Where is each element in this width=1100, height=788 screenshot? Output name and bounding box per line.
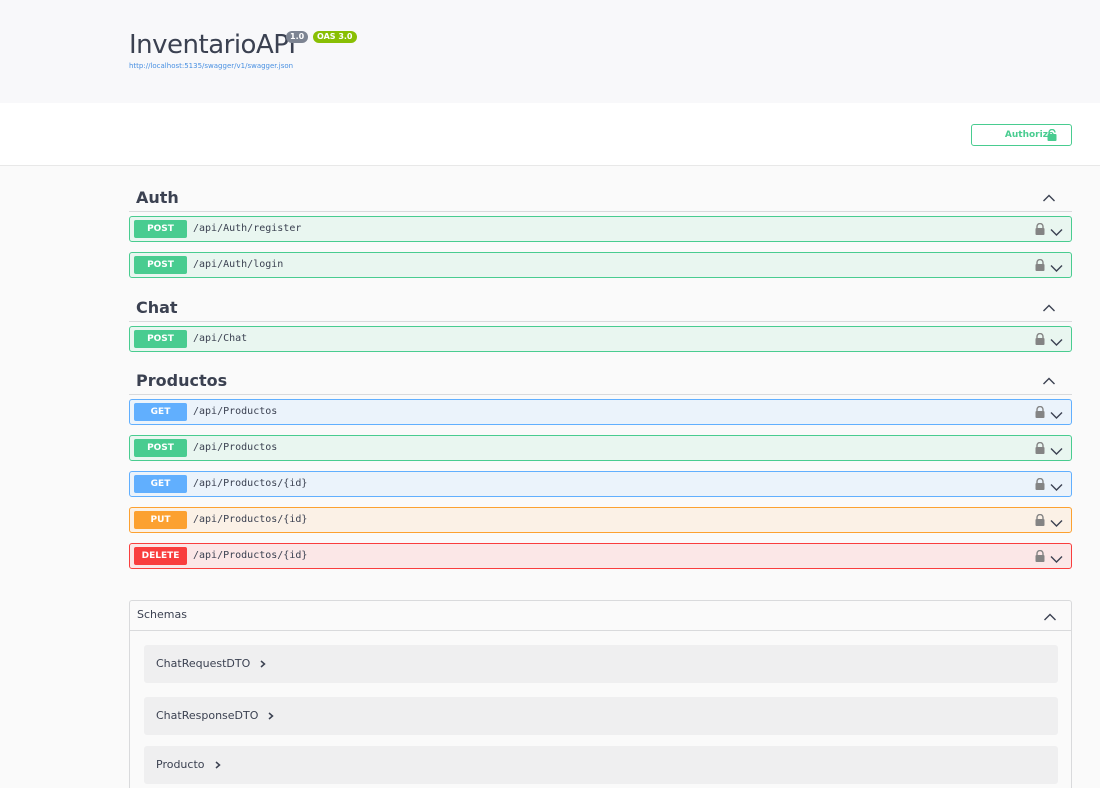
lock-icon[interactable] bbox=[1035, 477, 1045, 495]
chevron-up-icon[interactable] bbox=[1042, 373, 1056, 387]
model-name: ChatRequestDTO bbox=[156, 657, 266, 671]
chevron-up-icon[interactable] bbox=[1042, 190, 1056, 204]
schemas-section: Schemas ChatRequestDTO ChatResponseDTO P… bbox=[129, 600, 1072, 788]
operation-post-auth-register[interactable]: POST /api/Auth/register bbox=[129, 216, 1072, 242]
operation-get-producto-by-id[interactable]: GET /api/Productos/{id} bbox=[129, 471, 1072, 497]
api-title: InventarioAPI bbox=[129, 30, 296, 60]
lock-icon[interactable] bbox=[1035, 405, 1045, 423]
lock-icon[interactable] bbox=[1035, 332, 1045, 350]
operation-post-chat[interactable]: POST /api/Chat bbox=[129, 326, 1072, 352]
chevron-down-icon[interactable] bbox=[1050, 515, 1063, 533]
tag-section-auth[interactable]: Auth bbox=[129, 182, 1072, 212]
operation-path: /api/Auth/login bbox=[193, 259, 284, 270]
oas-badge: OAS 3.0 bbox=[313, 31, 357, 43]
chevron-up-icon[interactable] bbox=[1042, 300, 1056, 314]
method-badge: POST bbox=[134, 256, 187, 274]
lock-icon[interactable] bbox=[1035, 222, 1045, 240]
operation-path: /api/Productos bbox=[193, 406, 278, 417]
schemas-header[interactable]: Schemas bbox=[130, 601, 1071, 631]
tag-name: Auth bbox=[136, 188, 179, 207]
chevron-down-icon[interactable] bbox=[1050, 479, 1063, 497]
model-name: ChatResponseDTO bbox=[156, 709, 275, 723]
operation-post-auth-login[interactable]: POST /api/Auth/login bbox=[129, 252, 1072, 278]
lock-icon[interactable] bbox=[1035, 513, 1045, 531]
operation-delete-producto-by-id[interactable]: DELETE /api/Productos/{id} bbox=[129, 543, 1072, 569]
method-badge: GET bbox=[134, 403, 187, 421]
operation-path: /api/Productos bbox=[193, 442, 278, 453]
method-badge: DELETE bbox=[134, 547, 187, 565]
method-badge: PUT bbox=[134, 511, 187, 529]
operation-path: /api/Productos/{id} bbox=[193, 478, 308, 489]
operation-put-producto-by-id[interactable]: PUT /api/Productos/{id} bbox=[129, 507, 1072, 533]
model-producto[interactable]: Producto bbox=[144, 746, 1058, 784]
chevron-right-icon bbox=[268, 710, 275, 723]
model-chatrequestdto[interactable]: ChatRequestDTO bbox=[144, 645, 1058, 683]
method-badge: POST bbox=[134, 330, 187, 348]
chevron-down-icon[interactable] bbox=[1050, 551, 1063, 569]
spec-url-link[interactable]: http://localhost:5135/swagger/v1/swagger… bbox=[129, 62, 294, 70]
method-badge: GET bbox=[134, 475, 187, 493]
lock-icon[interactable] bbox=[1035, 258, 1045, 276]
operation-path: /api/Productos/{id} bbox=[193, 550, 308, 561]
chevron-down-icon[interactable] bbox=[1050, 443, 1063, 461]
chevron-down-icon[interactable] bbox=[1050, 334, 1063, 352]
unlocked-icon bbox=[1047, 128, 1057, 149]
chevron-up-icon[interactable] bbox=[1043, 609, 1057, 627]
operation-path: /api/Productos/{id} bbox=[193, 514, 308, 525]
method-badge: POST bbox=[134, 439, 187, 457]
chevron-down-icon[interactable] bbox=[1050, 224, 1063, 242]
authorize-label: Authorize bbox=[1004, 130, 1055, 140]
tag-name: Productos bbox=[136, 371, 228, 390]
tag-name: Chat bbox=[136, 298, 178, 317]
tag-section-chat[interactable]: Chat bbox=[129, 292, 1072, 322]
operation-post-productos[interactable]: POST /api/Productos bbox=[129, 435, 1072, 461]
version-badge: 1.0 bbox=[286, 31, 309, 43]
operation-get-productos[interactable]: GET /api/Productos bbox=[129, 399, 1072, 425]
model-name: Producto bbox=[156, 758, 221, 772]
authorize-button[interactable]: Authorize bbox=[971, 124, 1072, 146]
schemas-title: Schemas bbox=[137, 608, 187, 621]
tag-section-productos[interactable]: Productos bbox=[129, 365, 1072, 395]
lock-icon[interactable] bbox=[1035, 549, 1045, 567]
chevron-down-icon[interactable] bbox=[1050, 407, 1063, 425]
chevron-right-icon bbox=[215, 759, 221, 772]
operation-path: /api/Auth/register bbox=[193, 223, 302, 234]
lock-icon[interactable] bbox=[1035, 441, 1045, 459]
info-header: InventarioAPI 1.0 OAS 3.0 http://localho… bbox=[0, 0, 1100, 103]
method-badge: POST bbox=[134, 220, 187, 238]
chevron-down-icon[interactable] bbox=[1050, 260, 1063, 278]
operation-path: /api/Chat bbox=[193, 333, 248, 344]
chevron-right-icon bbox=[260, 658, 266, 671]
scheme-container bbox=[0, 103, 1100, 166]
model-chatresponsedto[interactable]: ChatResponseDTO bbox=[144, 697, 1058, 735]
